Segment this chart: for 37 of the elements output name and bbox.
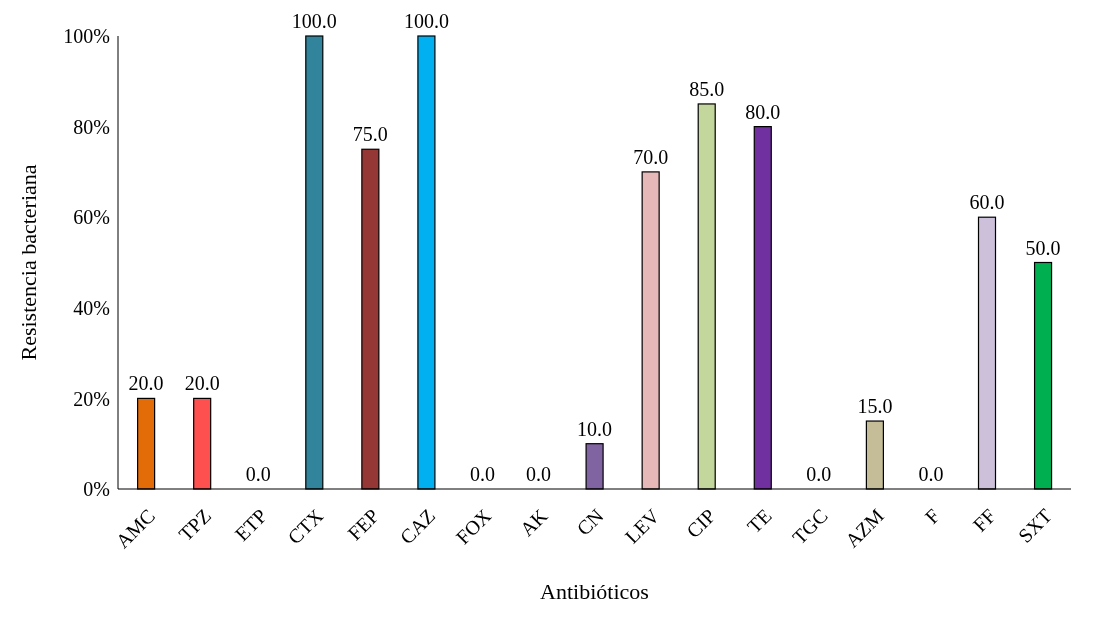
y-tick-label: 60%: [73, 206, 110, 229]
x-tick-label: TGC: [787, 504, 832, 549]
data-label: 0.0: [918, 463, 944, 485]
y-tick-label: 100%: [63, 25, 110, 48]
data-label: 75.0: [352, 123, 388, 146]
y-tick-label: 40%: [73, 296, 110, 319]
data-label: 100.0: [291, 10, 337, 32]
x-tick-label: TE: [742, 504, 776, 538]
x-tick-label: ETP: [230, 504, 272, 546]
data-label: 15.0: [857, 395, 893, 418]
data-label: 70.0: [633, 145, 669, 168]
data-label: 10.0: [577, 417, 613, 440]
x-tick-label: CN: [572, 504, 608, 540]
data-label: 100.0: [403, 10, 449, 32]
data-label: 85.0: [689, 77, 725, 100]
x-axis-title: Antibióticos: [540, 579, 649, 604]
x-tick-label: AK: [515, 504, 552, 541]
y-tick-label: 20%: [73, 387, 110, 410]
y-axis-title: Resistencia bacteriana: [15, 164, 41, 361]
data-label: 60.0: [969, 191, 1005, 214]
data-label: 20.0: [128, 372, 164, 395]
x-tick-label: CIP: [682, 504, 720, 543]
y-tick-label: 0%: [83, 478, 110, 501]
data-label: 0.0: [245, 463, 271, 485]
data-label: 0.0: [526, 463, 552, 485]
data-label: 50.0: [1025, 236, 1061, 259]
y-tick-label: 80%: [73, 115, 110, 138]
x-tick-label: CAZ: [395, 504, 440, 549]
data-label: 20.0: [184, 372, 220, 395]
data-label: 80.0: [745, 100, 781, 123]
x-tick-label: F: [920, 504, 944, 528]
x-tick-label: TPZ: [174, 504, 216, 546]
x-tick-label: FEP: [343, 504, 384, 545]
x-tick-label: FF: [968, 504, 1000, 536]
data-label: 0.0: [469, 463, 495, 485]
x-tick-label: CTX: [283, 504, 328, 549]
data-label: 0.0: [806, 463, 832, 485]
